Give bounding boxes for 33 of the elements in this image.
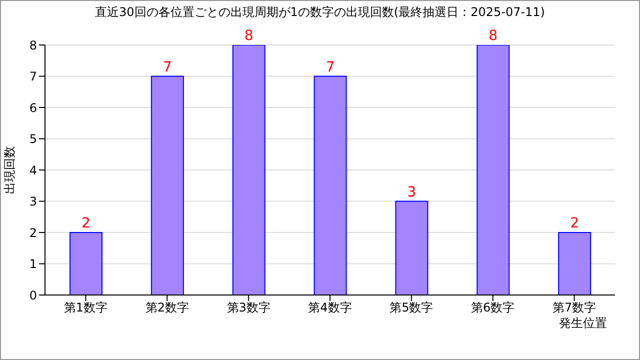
data-label: 8	[488, 28, 498, 44]
bar	[150, 76, 184, 295]
data-label: 7	[326, 59, 335, 76]
bar	[70, 232, 102, 295]
y-tick-label: 2	[29, 226, 37, 240]
x-tick-label: 第5数字	[390, 300, 434, 315]
y-tick-label: 7	[29, 70, 37, 84]
data-label: 3	[407, 184, 416, 200]
bar	[232, 45, 266, 295]
chart-title: 直近30回の各位置ごとの出現周期が1の数字の出現回数(最終抽選日：2025-07-11)	[94, 4, 546, 21]
x-axis-title: 発生位置	[559, 316, 607, 330]
y-tick-label: 4	[29, 163, 37, 178]
bar	[395, 200, 428, 295]
data-label: 2	[82, 216, 90, 232]
bar	[558, 232, 592, 295]
data-label: 7	[162, 59, 172, 76]
x-tick-label: 第3数字	[226, 300, 270, 315]
y-tick-label: 5	[29, 132, 37, 146]
x-tick-label: 第4数字	[308, 300, 352, 315]
data-label: 8	[244, 28, 254, 44]
bar	[314, 76, 347, 295]
y-tick-label: 6	[29, 100, 37, 115]
x-tick-label: 第1数字	[64, 300, 108, 315]
x-tick-label: 第6数字	[471, 300, 515, 315]
y-tick-label: 3	[29, 194, 37, 209]
data-label: 2	[570, 216, 580, 232]
bar	[476, 45, 510, 295]
x-tick-label: 第2数字	[145, 300, 189, 315]
y-tick-label: 0	[29, 288, 37, 302]
x-tick-label: 第7数字	[552, 300, 596, 315]
y-axis-title: 出現回数	[2, 146, 16, 194]
y-tick-label: 8	[29, 38, 37, 52]
y-tick-label: 1	[29, 257, 37, 272]
